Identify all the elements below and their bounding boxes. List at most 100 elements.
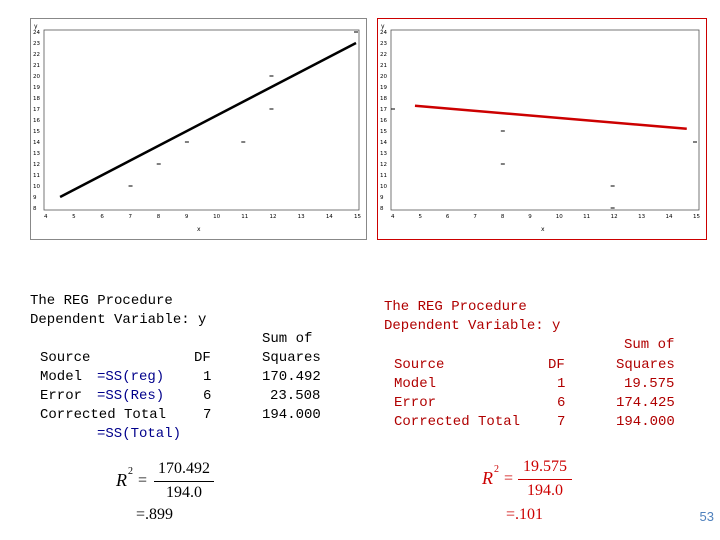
left-r2-fraction-bar	[154, 481, 214, 482]
right-y-tick-label: 16	[380, 118, 387, 124]
left-x-tick-label: 6	[100, 214, 104, 220]
right-model-label: Model	[394, 376, 437, 392]
left-y-tick-label: 10	[33, 184, 40, 190]
left-y-tick-label: 19	[33, 85, 40, 91]
right-model-ss: 19.575	[624, 376, 675, 392]
left-r2-result: =.899	[136, 506, 174, 523]
left-x-tick-label: 4	[44, 214, 48, 220]
left-y-tick-label: 24	[33, 30, 40, 36]
right-title: The REG Procedure	[384, 299, 527, 315]
left-y-tick-label: 18	[33, 96, 40, 102]
right-plot-frame	[377, 18, 707, 240]
left-model-df: 1	[203, 369, 212, 385]
right-total-ss: 194.000	[616, 414, 675, 430]
left-r2-numerator: 170.492	[158, 460, 210, 477]
left-r2-equals: =	[138, 472, 148, 489]
right-x-tick-label: 6	[446, 214, 450, 220]
right-y-tick-label: 17	[380, 107, 387, 113]
left-x-tick-label: 10	[213, 214, 220, 220]
left-y-tick-label: 8	[33, 206, 37, 212]
left-x-tick-label: 15	[354, 214, 361, 220]
left-dependent-variable: Dependent Variable: y	[30, 312, 207, 328]
right-data-points	[391, 108, 697, 209]
right-y-tick-label: 22	[380, 52, 387, 58]
right-x-tick-label: 10	[556, 214, 563, 220]
right-y-tick-label: 21	[380, 63, 387, 69]
left-y-tick-label: 16	[33, 118, 40, 124]
right-sum-header: Sum of	[624, 337, 675, 353]
right-y-tick-label: 15	[380, 129, 387, 135]
left-error-ss: 23.508	[270, 388, 321, 404]
left-df-header: DF	[194, 350, 211, 366]
left-plot-area	[43, 29, 360, 211]
left-error-annot: =SS(Res)	[97, 388, 165, 404]
left-x-tick-label: 7	[129, 214, 133, 220]
right-r2-equals: =	[504, 470, 514, 487]
right-r2-exponent: 2	[494, 464, 499, 475]
left-x-tick-label: 11	[241, 214, 248, 220]
left-y-tick-label: 21	[33, 63, 40, 69]
left-r2-denominator: 194.0	[166, 484, 202, 501]
left-title: The REG Procedure	[30, 293, 173, 309]
right-r2-numerator: 19.575	[523, 458, 567, 475]
left-r2-symbol: R	[116, 470, 127, 490]
left-source-header: Source	[40, 350, 91, 366]
left-y-tick-label: 22	[33, 52, 40, 58]
left-x-ticks: 4 5 6 7 8 9 10 11 12 13 14 15	[44, 214, 361, 220]
left-x-tick-label: 13	[298, 214, 305, 220]
right-x-tick-label: 7	[473, 214, 477, 220]
right-fit-line	[414, 104, 687, 131]
left-y-tick-label: 20	[33, 74, 40, 80]
left-total-annot: =SS(Total)	[97, 426, 182, 442]
right-total-label: Corrected Total	[394, 414, 521, 430]
right-x-tick-label: 12	[611, 214, 618, 220]
right-r2-result: =.101	[506, 506, 544, 523]
right-error-df: 6	[557, 395, 566, 411]
left-y-tick-label: 13	[33, 151, 40, 157]
right-model-df: 1	[557, 376, 566, 392]
right-x-tick-label: 13	[638, 214, 645, 220]
right-dependent-variable: Dependent Variable: y	[384, 318, 561, 334]
right-y-tick-label: 18	[380, 96, 387, 102]
left-total-label: Corrected Total	[40, 407, 167, 423]
left-x-tick-label: 9	[185, 214, 189, 220]
right-x-ticks: 4 5 6 7 8 9 10 11 12 13 14 15	[391, 214, 700, 220]
right-error-label: Error	[394, 395, 437, 411]
right-x-tick-label: 4	[391, 214, 395, 220]
right-y-tick-label: 14	[380, 140, 387, 146]
right-total-df: 7	[557, 414, 566, 430]
left-y-tick-label: 11	[33, 173, 40, 179]
right-x-axis-label: x	[541, 226, 545, 233]
right-df-header: DF	[548, 357, 565, 373]
right-y-tick-label: 10	[380, 184, 387, 190]
right-y-axis-label: y	[381, 23, 385, 30]
left-error-label: Error	[40, 388, 83, 404]
left-total-ss: 194.000	[262, 407, 321, 423]
left-y-ticks: 24 23 22 21 20 19 18 17 16 15 14 13 12 11 10 9 8	[33, 30, 40, 212]
right-x-tick-label: 5	[418, 214, 422, 220]
right-r2-fraction-bar	[518, 479, 572, 480]
right-y-tick-label: 13	[380, 151, 387, 157]
right-y-tick-label: 23	[380, 41, 387, 47]
left-x-tick-label: 12	[269, 214, 276, 220]
left-scatter-plot: y x 24 23 22 21 20 19 18 17 16 15 14 13 12 11 10 9 8 4 5 6…	[30, 18, 367, 240]
right-x-tick-label: 15	[693, 214, 700, 220]
left-data-points	[128, 31, 358, 187]
left-y-tick-label: 12	[33, 162, 40, 168]
right-x-tick-label: 11	[583, 214, 590, 220]
right-y-tick-label: 24	[380, 30, 387, 36]
left-y-tick-label: 17	[33, 107, 40, 113]
left-x-tick-label: 8	[157, 214, 161, 220]
right-plot-area	[390, 29, 700, 211]
left-error-df: 6	[203, 388, 212, 404]
left-x-axis-label: x	[197, 226, 201, 233]
left-y-tick-label: 23	[33, 41, 40, 47]
left-model-annot: =SS(reg)	[97, 369, 165, 385]
right-x-tick-label: 14	[666, 214, 673, 220]
left-fit-line	[59, 41, 357, 199]
right-y-ticks: 24 23 22 21 20 19 18 17 16 15 14 13 12 11 10 9 8	[380, 30, 387, 212]
right-scatter-plot: y x 24 23 22 21 20 19 18 17 16 15 14 13 12 11 10 9 8 4 5 6…	[377, 18, 707, 240]
right-source-header: Source	[394, 357, 445, 373]
left-total-df: 7	[203, 407, 212, 423]
left-squares-header: Squares	[262, 350, 321, 366]
